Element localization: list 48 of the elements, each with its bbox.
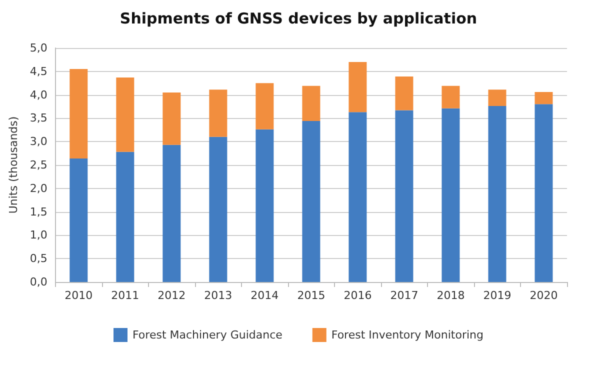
bar bbox=[442, 108, 460, 282]
x-tick-label: 2015 bbox=[297, 289, 326, 302]
y-tick-label: 4,0 bbox=[30, 88, 48, 102]
x-tick-label: 2010 bbox=[64, 289, 93, 302]
bar bbox=[116, 152, 134, 282]
bar bbox=[162, 144, 181, 282]
bar bbox=[395, 110, 414, 282]
x-tick-label: 2011 bbox=[111, 289, 140, 302]
bar bbox=[209, 136, 228, 282]
x-tick-label: 2018 bbox=[436, 289, 465, 302]
bar bbox=[70, 158, 88, 282]
bar bbox=[302, 86, 320, 122]
y-axis-title: Units (thousands) bbox=[7, 116, 20, 214]
bar bbox=[70, 69, 88, 158]
x-tick-label: 2012 bbox=[158, 289, 186, 302]
bar bbox=[302, 121, 320, 282]
y-tick-label: 0,5 bbox=[30, 252, 48, 266]
bar bbox=[488, 90, 506, 106]
y-tick-label: 0,0 bbox=[30, 276, 48, 288]
bar bbox=[488, 106, 506, 282]
x-tick-label: 2017 bbox=[390, 289, 418, 302]
bar bbox=[348, 112, 367, 282]
x-tick-label: 2020 bbox=[530, 289, 558, 302]
legend-label: Forest Inventory Monitoring bbox=[331, 328, 484, 342]
bar bbox=[209, 90, 228, 137]
y-tick-label: 1,0 bbox=[30, 228, 48, 242]
y-tick-label: 3,5 bbox=[30, 112, 48, 125]
bar bbox=[162, 92, 181, 145]
bar bbox=[534, 92, 553, 104]
bar bbox=[256, 83, 274, 130]
bar bbox=[534, 104, 553, 282]
y-tick-label: 1,5 bbox=[30, 205, 48, 218]
bar bbox=[395, 76, 414, 110]
bar bbox=[348, 62, 367, 112]
y-tick-label: 3,0 bbox=[30, 135, 48, 148]
y-tick-label: 2,5 bbox=[30, 158, 48, 172]
y-tick-label: 4,5 bbox=[30, 64, 48, 78]
chart-title: Shipments of GNSS devices by application bbox=[120, 10, 478, 28]
x-tick-label: 2014 bbox=[250, 289, 279, 302]
legend-label: Forest Machinery Guidance bbox=[132, 328, 283, 342]
y-tick-label: 5,0 bbox=[30, 42, 48, 54]
y-tick-label: 2,0 bbox=[30, 182, 48, 195]
bar bbox=[442, 86, 460, 108]
bar bbox=[116, 77, 134, 152]
x-tick-label: 2013 bbox=[204, 289, 232, 302]
x-tick-label: 2016 bbox=[344, 289, 372, 302]
x-tick-label: 2019 bbox=[483, 289, 512, 302]
bar bbox=[256, 129, 274, 282]
